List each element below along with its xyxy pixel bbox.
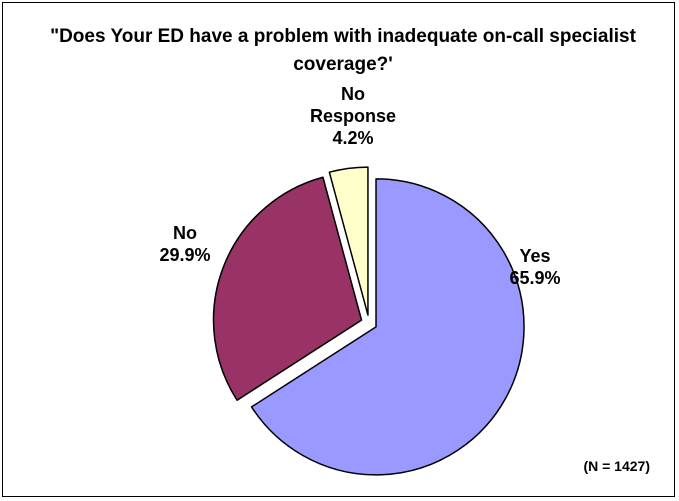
slice-label-yes: Yes 65.9% <box>505 245 565 289</box>
chart-title: "Does Your ED have a problem with inadeq… <box>50 26 636 75</box>
pie-slice-yes <box>250 178 525 476</box>
slice-name-no: No <box>173 223 197 243</box>
pie-slice-no-response <box>328 166 369 316</box>
pie-slice-no <box>212 176 363 401</box>
slice-value-no: 29.9% <box>159 245 211 265</box>
chart-frame: "Does Your ED have a problem with inadeq… <box>2 2 675 497</box>
sample-size-note: (N = 1427) <box>583 458 650 474</box>
slice-name-no-response: No Response <box>309 84 397 126</box>
pie-chart <box>212 166 525 476</box>
slice-value-yes: 65.9% <box>509 268 561 288</box>
slice-name-yes: Yes <box>519 246 551 266</box>
slice-value-no-response: 4.2% <box>332 128 374 148</box>
slice-label-no: No 29.9% <box>153 222 217 266</box>
slice-label-no-response: No Response 4.2% <box>283 83 423 149</box>
